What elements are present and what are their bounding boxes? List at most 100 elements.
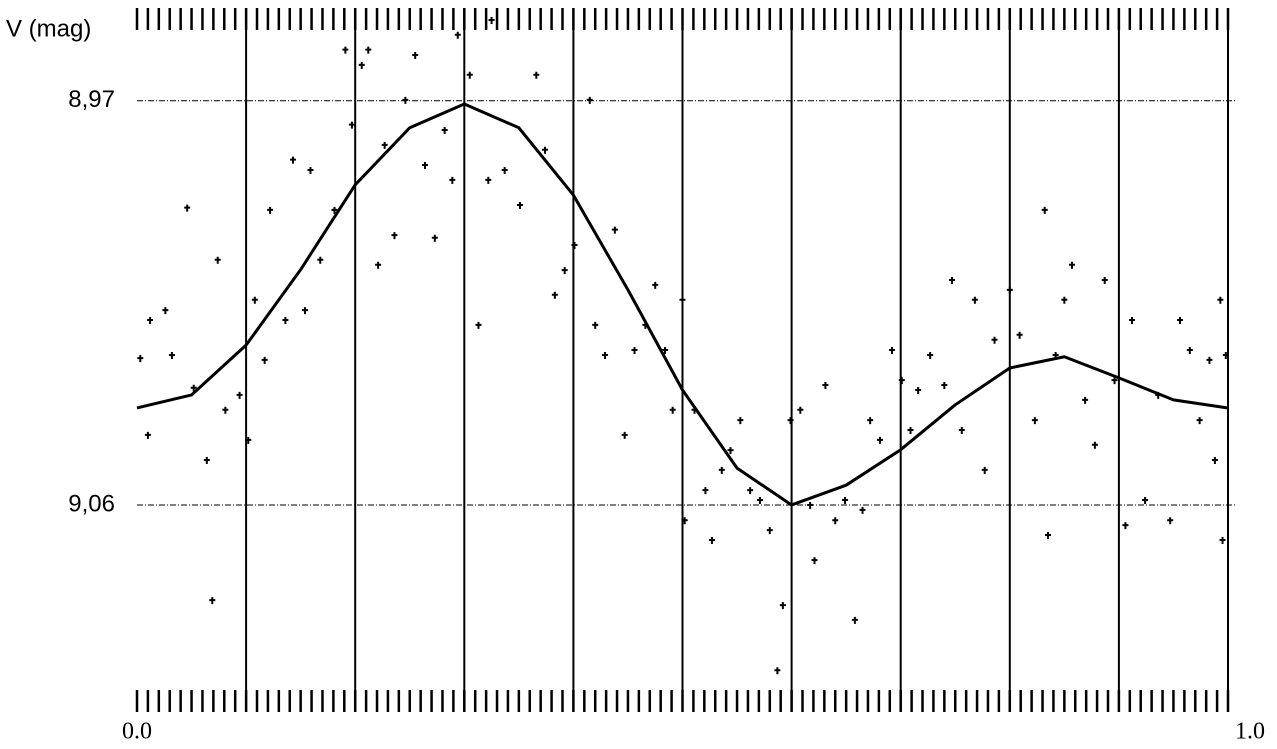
data-point (342, 46, 349, 54)
x-tick-label: 1.0 (1235, 719, 1265, 745)
data-point (811, 557, 818, 565)
data-point (766, 527, 773, 535)
data-point (747, 487, 754, 495)
data-point (779, 602, 786, 610)
data-point (542, 146, 549, 154)
data-point (797, 406, 804, 414)
data-point (822, 382, 829, 390)
data-point (488, 16, 495, 24)
data-point (669, 406, 676, 414)
data-point (251, 296, 258, 304)
data-point (702, 487, 709, 495)
data-point (1219, 536, 1226, 544)
data-point (571, 241, 578, 249)
data-point (876, 436, 883, 444)
y-axis-label: V (mag) (6, 15, 91, 42)
data-point (1031, 417, 1038, 425)
data-point (1206, 356, 1213, 364)
data-point (261, 356, 268, 364)
data-point (331, 206, 338, 214)
data-point (1196, 417, 1203, 425)
data-point (282, 316, 289, 324)
data-point (1061, 296, 1068, 304)
data-point (190, 384, 197, 392)
data-point (652, 281, 659, 289)
data-point (1044, 532, 1051, 540)
data-point (162, 307, 169, 315)
data-point (1016, 331, 1023, 339)
data-point (1091, 441, 1098, 449)
data-point (1186, 347, 1193, 355)
data-point (412, 52, 419, 60)
data-point (561, 267, 568, 275)
data-point (1217, 296, 1224, 304)
data-point (621, 431, 628, 439)
data-point (1142, 497, 1149, 505)
data-point (1111, 377, 1118, 385)
data-point (267, 206, 274, 214)
data-point (1177, 316, 1183, 324)
data-point (1128, 316, 1135, 324)
data-point (147, 316, 154, 324)
data-point (948, 276, 955, 284)
data-point (681, 517, 688, 525)
fit-line (136, 102, 1229, 507)
data-point (358, 61, 365, 69)
data-point (1222, 351, 1229, 359)
data-point (317, 256, 324, 264)
data-point (898, 377, 905, 385)
data-point (422, 162, 429, 170)
data-point (888, 347, 895, 355)
data-point (756, 497, 763, 505)
y-tick-label: 8,97 (68, 86, 115, 113)
data-point (184, 204, 191, 212)
data-point (431, 234, 438, 242)
data-point (533, 71, 540, 79)
data-point (842, 497, 849, 505)
data-point (449, 176, 456, 184)
data-point (807, 501, 814, 509)
data-point (867, 417, 874, 425)
data-point (1082, 396, 1089, 404)
data-point (441, 126, 448, 134)
data-point (907, 426, 914, 434)
data-point (222, 406, 229, 414)
data-point (631, 347, 638, 355)
data-point (737, 417, 744, 425)
data-point (718, 466, 725, 474)
data-point (1211, 457, 1218, 465)
data-point (592, 321, 599, 329)
data-point (1041, 206, 1048, 214)
data-point (958, 426, 965, 434)
data-point (1068, 261, 1075, 269)
data-point (466, 71, 473, 79)
data-point (245, 436, 252, 444)
data-point (203, 457, 210, 465)
data-point (144, 431, 151, 439)
data-point (290, 156, 297, 164)
data-point (302, 307, 309, 315)
data-point (214, 256, 221, 264)
data-point (454, 31, 461, 39)
data-point (971, 296, 978, 304)
data-point (941, 382, 948, 390)
data-point (1101, 276, 1108, 284)
data-point (915, 386, 922, 394)
data-point (475, 321, 482, 329)
data-point (402, 96, 409, 104)
data-point (168, 351, 175, 359)
data-point (485, 176, 492, 184)
data-point (708, 536, 715, 544)
data-point (611, 226, 618, 234)
data-point (501, 166, 508, 174)
data-point (516, 201, 523, 209)
x-tick-label: 0.0 (122, 719, 152, 745)
data-point (209, 597, 216, 605)
data-point (602, 351, 609, 359)
data-point (375, 261, 382, 269)
data-point (348, 121, 355, 129)
data-point (787, 417, 794, 425)
data-point (381, 141, 388, 149)
